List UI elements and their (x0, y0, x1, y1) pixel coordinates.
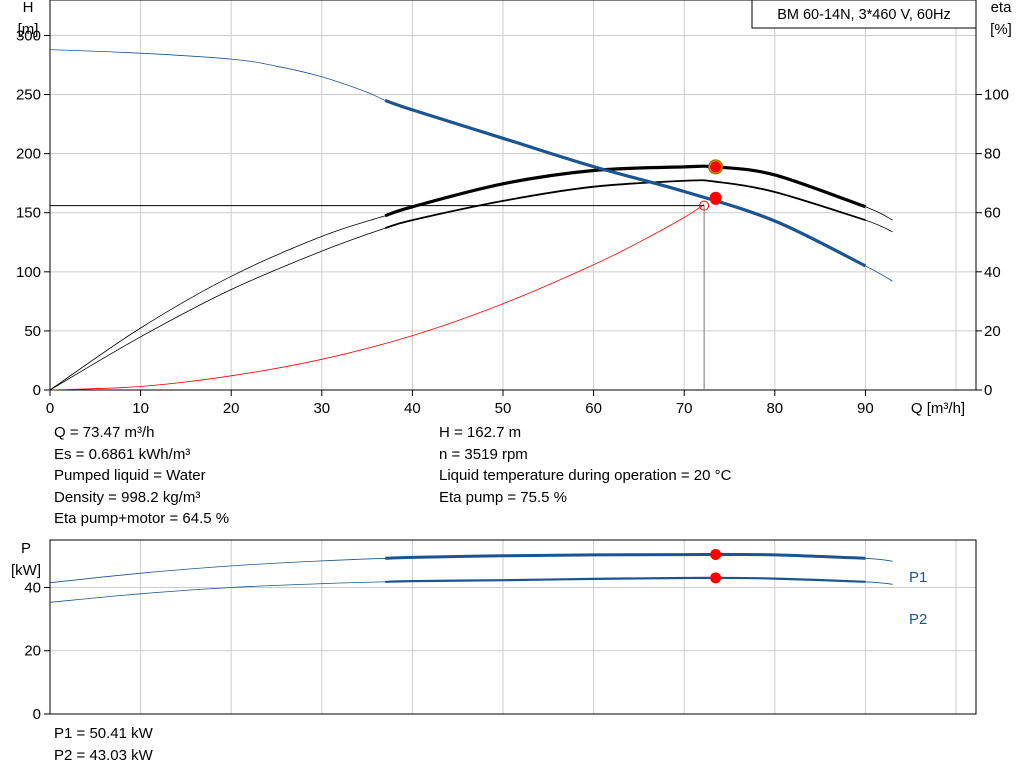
info-density: Density = 998.2 kg/m³ (54, 488, 201, 506)
info-head: H = 162.7 m (439, 424, 522, 441)
info-speed: n = 3519 rpm (439, 445, 528, 463)
info-eta-pump: Eta pump = 75.5 % (439, 488, 567, 506)
reference-point-marker (699, 200, 710, 211)
p-tick-label: 20 (24, 643, 41, 660)
x-tick-label: 40 (404, 400, 421, 417)
x-tick-label: 0 (46, 400, 54, 417)
power-curve-p2-operating (385, 576, 866, 583)
head-chart-ticks: 0 10 20 30 40 50 60 70 80 90 0 50 100 150 200 250 300 0 20… (16, 27, 1009, 417)
chart-title-box: BM 60-14N, 3*460 V, 60Hz (751, 0, 977, 29)
y2-tick-label: 100 (984, 87, 1009, 104)
x-axis-label-q: Q [m³/h] (911, 400, 965, 417)
efficiency-curve-pump-full (49, 165, 893, 391)
head-curve-full (49, 49, 893, 282)
legend-p2: P2 (909, 611, 927, 628)
duty-info-left: Q = 73.47 m³/h Es = 0.6861 kWh/m³ Pumped… (54, 422, 229, 530)
y-axis-unit-h: [m] (18, 21, 39, 38)
x-tick-label: 30 (313, 400, 330, 417)
y-axis-label-p: P (21, 540, 31, 557)
p2-duty-marker (710, 572, 722, 584)
y-tick-label: 100 (16, 264, 41, 281)
efficiency-curve-pump-motor-operating (384, 179, 866, 229)
y-axis-unit-p: [kW] (11, 562, 41, 579)
y2-axis-label-eta: eta (991, 0, 1013, 16)
x-tick-label: 10 (132, 400, 149, 417)
y-tick-label: 150 (16, 205, 41, 222)
power-info: P1 = 50.41 kW P2 = 43.03 kW (54, 723, 153, 766)
p-tick-label: 40 (24, 579, 41, 596)
x-tick-label: 50 (495, 400, 512, 417)
y2-tick-label: 0 (984, 382, 992, 399)
efficiency-curve-pump-operating (384, 164, 866, 218)
power-chart-grid (50, 540, 976, 714)
head-chart-frame (49, 0, 977, 391)
y-axis-label-h: H (23, 0, 34, 16)
head-chart-grid (50, 0, 976, 390)
y-tick-label: 0 (33, 382, 41, 399)
y2-tick-label: 80 (984, 146, 1001, 163)
efficiency-curve-pump-motor-full (49, 179, 893, 391)
x-tick-label: 90 (857, 400, 874, 417)
y2-tick-label: 60 (984, 205, 1001, 222)
y-tick-label: 300 (16, 27, 41, 44)
info-liquid-temperature: Liquid temperature during operation = 20… (439, 467, 732, 484)
info-eta-pump-motor: Eta pump+motor = 64.5 % (54, 510, 230, 527)
legend-p1: P1 (909, 569, 927, 586)
chart-title: BM 60-14N, 3*460 V, 60Hz (777, 7, 951, 23)
p1-duty-marker (710, 549, 722, 561)
x-tick-label: 20 (223, 400, 240, 417)
info-pumped-liquid: Pumped liquid = Water (54, 467, 206, 484)
power-chart-curves (49, 552, 893, 603)
x-tick-label: 80 (766, 400, 783, 417)
y2-axis-unit-eta: [%] (990, 21, 1012, 38)
eta-pump-motor-marker (710, 193, 722, 205)
x-tick-label: 70 (676, 400, 693, 417)
info-p1: P1 = 50.41 kW (54, 725, 153, 742)
power-chart-ticks: 0 20 40 (24, 579, 50, 723)
info-p2: P2 = 43.03 kW (54, 746, 153, 764)
y-tick-label: 250 (16, 87, 41, 104)
p-tick-label: 0 (33, 706, 41, 723)
head-curve-operating (384, 98, 867, 268)
head-chart-curves (49, 49, 893, 391)
y2-tick-label: 40 (984, 264, 1001, 281)
info-specific-energy: Es = 0.6861 kWh/m³ (54, 445, 191, 463)
info-flow: Q = 73.47 m³/h (54, 424, 155, 441)
power-chart-frame (49, 539, 977, 715)
y-tick-label: 50 (24, 323, 41, 340)
power-curve-p1-operating (385, 552, 866, 560)
x-tick-label: 60 (585, 400, 602, 417)
y-tick-label: 200 (16, 146, 41, 163)
duty-point-markers (699, 159, 724, 584)
duty-info-right: H = 162.7 m n = 3519 rpm Liquid temperat… (439, 422, 731, 508)
system-curve-full (49, 204, 705, 391)
y2-tick-label: 20 (984, 323, 1001, 340)
eta-pump-marker (710, 161, 722, 173)
